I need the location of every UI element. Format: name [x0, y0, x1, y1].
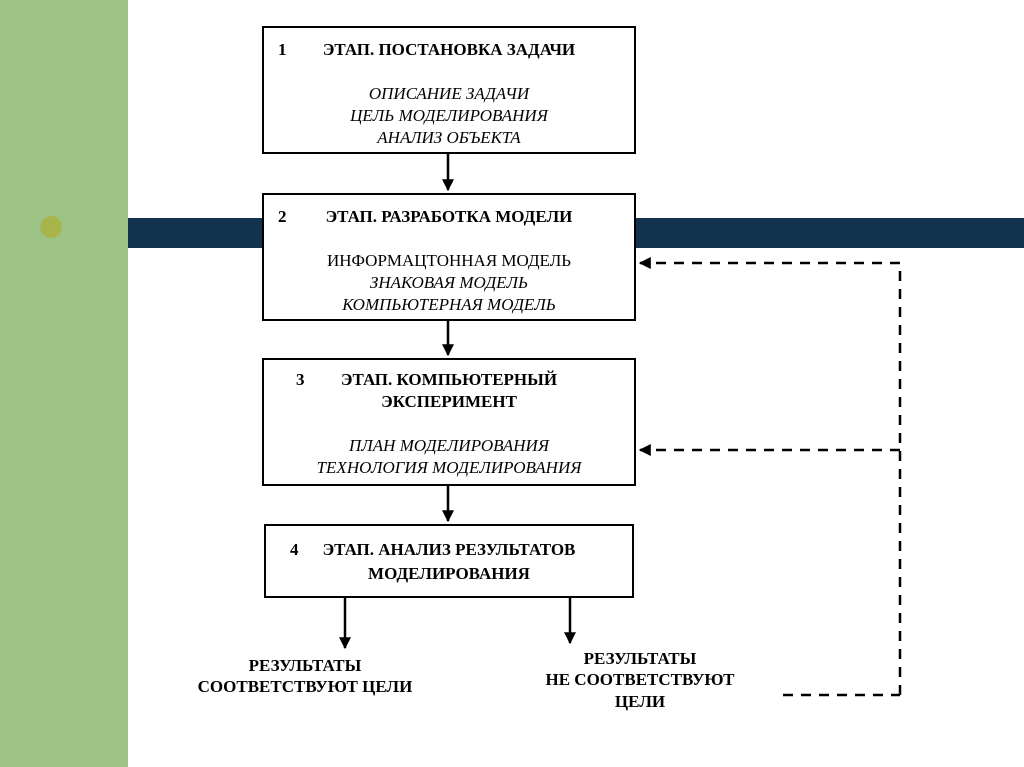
stage-2-title: ЭТАП. РАЗРАБОТКА МОДЕЛИ [264, 207, 634, 227]
stage-1-line-3: АНАЛИЗ ОБЪЕКТА [264, 128, 634, 148]
stage-2-line-3: КОМПЬЮТЕРНАЯ МОДЕЛЬ [264, 295, 634, 315]
result-match-label: РЕЗУЛЬТАТЫ СООТВЕТСТВУЮТ ЦЕЛИ [160, 655, 450, 698]
result-nomatch-line-1: РЕЗУЛЬТАТЫ [584, 649, 697, 668]
bullet-icon [40, 216, 62, 238]
result-match-line-2: СООТВЕТСТВУЮТ ЦЕЛИ [198, 677, 413, 696]
stage-2-line-2: ЗНАКОВАЯ МОДЕЛЬ [264, 273, 634, 293]
result-nomatch-line-3: ЦЕЛИ [615, 692, 665, 711]
stage-3-title-1: ЭТАП. КОМПЬЮТЕРНЫЙ [264, 370, 634, 390]
decorative-band-right [636, 218, 1024, 248]
stage-3-box: 3 ЭТАП. КОМПЬЮТЕРНЫЙ ЭКСПЕРИМЕНТ ПЛАН МО… [262, 358, 636, 486]
stage-1-title: ЭТАП. ПОСТАНОВКА ЗАДАЧИ [264, 40, 634, 60]
stage-4-title-1: ЭТАП. АНАЛИЗ РЕЗУЛЬТАТОВ [266, 540, 632, 560]
stage-3-title-2: ЭКСПЕРИМЕНТ [264, 392, 634, 412]
stage-1-line-2: ЦЕЛЬ МОДЕЛИРОВАНИЯ [264, 106, 634, 126]
diagram-canvas: 1 ЭТАП. ПОСТАНОВКА ЗАДАЧИ ОПИСАНИЕ ЗАДАЧ… [0, 0, 1024, 767]
stage-2-box: 2 ЭТАП. РАЗРАБОТКА МОДЕЛИ ИНФОРМАЦТОННАЯ… [262, 193, 636, 321]
result-nomatch-line-2: НЕ СООТВЕТСТВУЮТ [545, 670, 734, 689]
result-nomatch-label: РЕЗУЛЬТАТЫ НЕ СООТВЕТСТВУЮТ ЦЕЛИ [500, 648, 780, 712]
stage-4-box: 4 ЭТАП. АНАЛИЗ РЕЗУЛЬТАТОВ МОДЕЛИРОВАНИЯ [264, 524, 634, 598]
left-sidebar [0, 0, 128, 767]
stage-2-line-1: ИНФОРМАЦТОННАЯ МОДЕЛЬ [264, 251, 634, 271]
stage-3-line-2: ТЕХНОЛОГИЯ МОДЕЛИРОВАНИЯ [264, 458, 634, 478]
result-match-line-1: РЕЗУЛЬТАТЫ [249, 656, 362, 675]
decorative-band-left [128, 218, 262, 248]
stage-1-line-1: ОПИСАНИЕ ЗАДАЧИ [264, 84, 634, 104]
stage-1-box: 1 ЭТАП. ПОСТАНОВКА ЗАДАЧИ ОПИСАНИЕ ЗАДАЧ… [262, 26, 636, 154]
stage-4-title-2: МОДЕЛИРОВАНИЯ [266, 564, 632, 584]
stage-3-line-1: ПЛАН МОДЕЛИРОВАНИЯ [264, 436, 634, 456]
